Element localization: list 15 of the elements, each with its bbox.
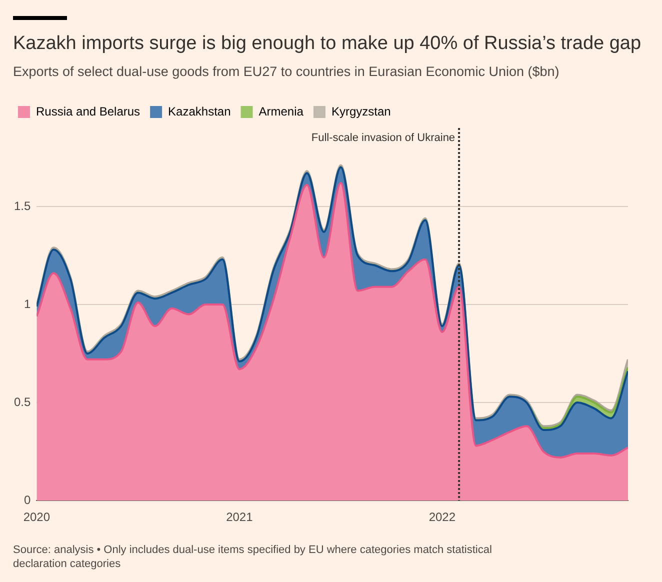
y-tick-label: 0.5 [14, 394, 31, 409]
x-tick-label: 2022 [428, 510, 456, 524]
legend-label: Armenia [258, 104, 304, 118]
source-note: Source: analysis • Only includes dual-use items specified by EU where categories match statistical declaration categories [13, 543, 493, 571]
legend-label: Russia and Belarus [36, 104, 140, 118]
x-tick-label: 2020 [23, 510, 50, 524]
legend-label: Kyrgyzstan [331, 104, 391, 118]
y-tick-label: 1.5 [14, 198, 31, 213]
ref-line-label: Full-scale invasion of Ukraine [311, 132, 456, 144]
chart-title: Kazakh imports surge is big enough to make up 40% of Russia’s trade gap [13, 33, 642, 55]
x-tick-label: 2021 [226, 510, 254, 524]
chart-subtitle: Exports of select dual-use goods from EU27 to countries in Eurasian Economic Union ($bn) [13, 64, 560, 79]
legend-label: Kazakhstan [168, 104, 231, 118]
y-tick-label: 0 [24, 492, 31, 507]
y-tick-label: 1 [24, 296, 31, 311]
